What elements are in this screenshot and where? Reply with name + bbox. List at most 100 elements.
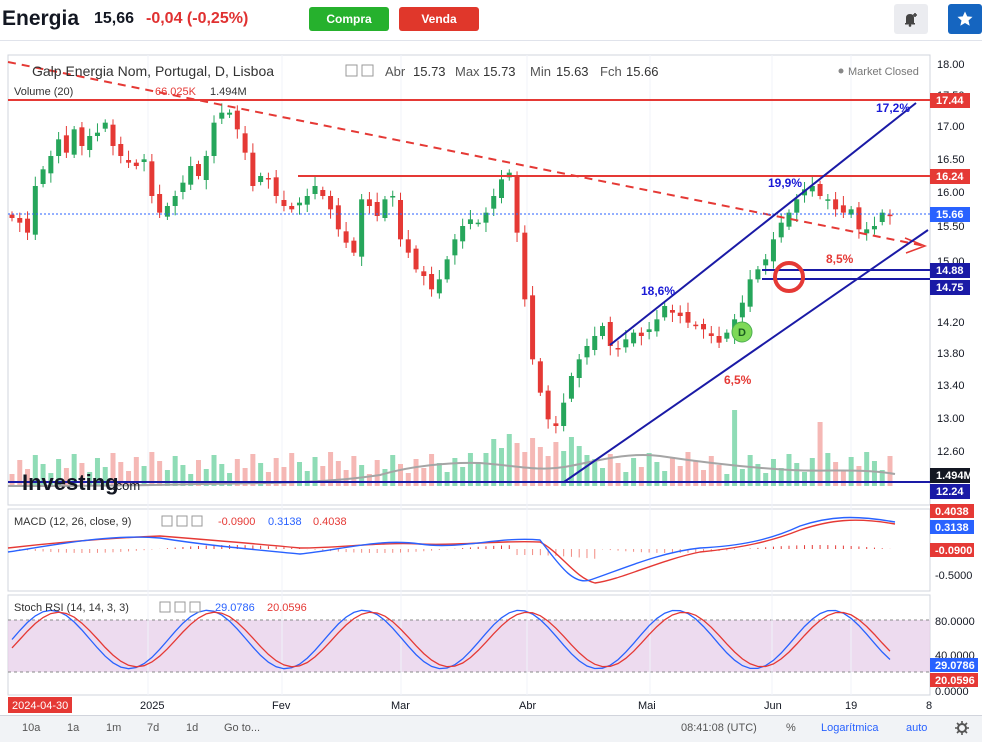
candle[interactable]: [739, 295, 745, 325]
candle[interactable]: [840, 196, 846, 218]
range-1d[interactable]: 1d: [186, 722, 199, 734]
candle[interactable]: [794, 194, 800, 222]
candle[interactable]: [537, 358, 543, 396]
sell-button[interactable]: Venda: [399, 7, 479, 31]
candle[interactable]: [211, 115, 217, 164]
candle[interactable]: [110, 119, 116, 156]
log-toggle[interactable]: Logarítmica: [821, 722, 879, 734]
candle[interactable]: [600, 322, 606, 340]
candle[interactable]: [623, 330, 629, 353]
candle[interactable]: [467, 210, 473, 230]
candle[interactable]: [265, 172, 271, 189]
percent-toggle[interactable]: %: [786, 722, 796, 734]
candle[interactable]: [296, 197, 302, 215]
candle[interactable]: [514, 171, 520, 242]
candle[interactable]: [568, 372, 574, 402]
candle[interactable]: [724, 329, 730, 342]
candle[interactable]: [359, 194, 365, 266]
candle[interactable]: [94, 123, 100, 142]
candle[interactable]: [374, 192, 380, 222]
candle[interactable]: [864, 222, 870, 241]
candle[interactable]: [879, 209, 885, 226]
candle[interactable]: [770, 232, 776, 269]
candle[interactable]: [545, 385, 551, 429]
candle[interactable]: [195, 160, 201, 180]
candle[interactable]: [281, 190, 287, 212]
candle[interactable]: [40, 166, 46, 188]
candle[interactable]: [483, 207, 489, 232]
candle[interactable]: [157, 184, 163, 218]
add-alert-button[interactable]: [894, 4, 928, 34]
candle[interactable]: [654, 310, 660, 337]
candle[interactable]: [382, 196, 388, 222]
candle[interactable]: [475, 219, 481, 227]
candle[interactable]: [576, 354, 582, 388]
range-1m[interactable]: 1m: [106, 722, 122, 734]
candle[interactable]: [848, 206, 854, 218]
candle[interactable]: [677, 305, 683, 324]
candle[interactable]: [856, 202, 862, 239]
candle[interactable]: [172, 190, 178, 216]
candle[interactable]: [351, 237, 357, 256]
dividend-marker[interactable]: [731, 321, 753, 343]
price-chart[interactable]: D 17,2% 19,9% 18,6% 8,5% 6,5% Investing …: [0, 44, 982, 741]
candle[interactable]: [716, 326, 722, 348]
candle[interactable]: [817, 180, 823, 200]
candle[interactable]: [390, 190, 396, 207]
candle[interactable]: [227, 109, 233, 118]
candle[interactable]: [693, 321, 699, 330]
candle[interactable]: [638, 327, 644, 346]
watchlist-button[interactable]: [948, 4, 982, 34]
candle[interactable]: [25, 211, 31, 240]
candle[interactable]: [887, 209, 893, 225]
candle[interactable]: [56, 132, 62, 164]
range-10a[interactable]: 10a: [22, 722, 41, 734]
candle[interactable]: [48, 150, 54, 183]
candle[interactable]: [242, 126, 248, 160]
candle[interactable]: [366, 192, 372, 214]
candle[interactable]: [553, 416, 559, 434]
candle[interactable]: [708, 326, 714, 344]
candle[interactable]: [607, 316, 613, 356]
candle[interactable]: [335, 198, 341, 237]
candle[interactable]: [102, 119, 108, 132]
candle[interactable]: [413, 245, 419, 273]
candle[interactable]: [825, 194, 831, 210]
candle[interactable]: [9, 211, 15, 222]
range-7d[interactable]: 7d: [147, 722, 160, 734]
macd-settings-icon[interactable]: [161, 515, 203, 527]
stoch-settings-icon[interactable]: [159, 601, 201, 613]
candle[interactable]: [444, 256, 450, 283]
candle[interactable]: [328, 190, 334, 219]
candle[interactable]: [32, 176, 38, 240]
candle[interactable]: [17, 212, 23, 232]
candle[interactable]: [421, 266, 427, 286]
candle[interactable]: [149, 154, 155, 204]
candle[interactable]: [561, 393, 567, 432]
candle[interactable]: [320, 186, 326, 200]
buy-button[interactable]: Compra: [309, 7, 389, 31]
candle[interactable]: [429, 266, 435, 297]
candle[interactable]: [126, 150, 132, 168]
candle[interactable]: [87, 128, 93, 158]
candle[interactable]: [786, 209, 792, 230]
candle[interactable]: [258, 172, 264, 186]
candle[interactable]: [79, 122, 85, 156]
candle[interactable]: [662, 302, 668, 321]
candle[interactable]: [833, 192, 839, 217]
candle[interactable]: [141, 154, 147, 172]
candle[interactable]: [646, 322, 652, 340]
candle[interactable]: [273, 170, 279, 204]
legend-settings-icon[interactable]: [345, 64, 374, 77]
candle[interactable]: [219, 103, 225, 124]
candle[interactable]: [250, 143, 256, 192]
candle[interactable]: [491, 188, 497, 216]
candle[interactable]: [405, 230, 411, 258]
candle[interactable]: [234, 105, 240, 139]
candle[interactable]: [778, 213, 784, 243]
candle[interactable]: [397, 192, 403, 247]
candle[interactable]: [63, 126, 69, 158]
candle[interactable]: [133, 159, 139, 170]
candle[interactable]: [701, 318, 707, 339]
candle[interactable]: [809, 176, 815, 197]
